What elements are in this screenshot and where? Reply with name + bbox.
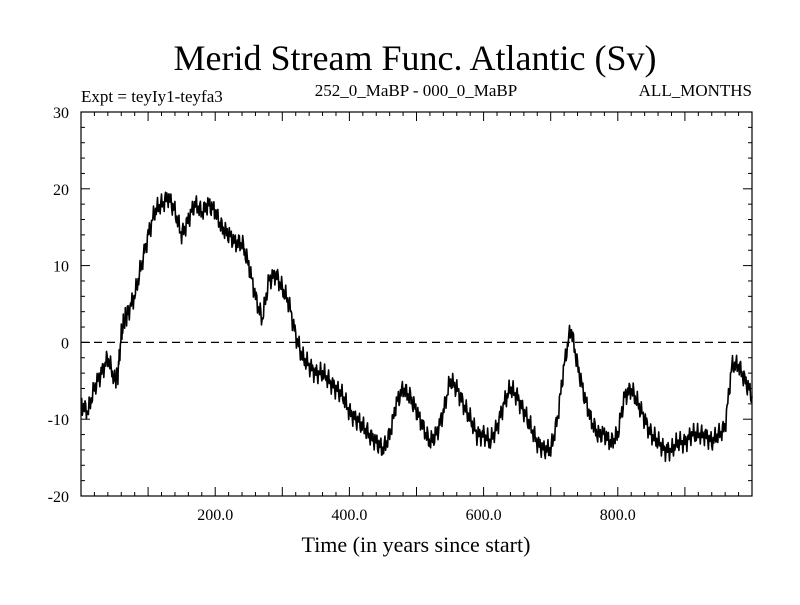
axis-ticks (81, 112, 752, 496)
chart-subtitle-right: ALL_MONTHS (639, 81, 752, 100)
chart-title: Merid Stream Func. Atlantic (Sv) (174, 38, 657, 78)
chart-subtitle-center: 252_0_MaBP - 000_0_MaBP (315, 81, 517, 100)
x-axis-label: Time (in years since start) (302, 532, 531, 557)
y-tick-label: 0 (61, 335, 69, 352)
x-tick-label: 400.0 (331, 507, 367, 524)
x-tick-label: 600.0 (466, 507, 502, 524)
axis-tick-labels: 200.0 400.0 600.0 800.0 -20 -10 0 10 20 30 (48, 105, 636, 524)
y-tick-label: 10 (53, 259, 69, 276)
y-tick-label: -10 (48, 412, 69, 429)
y-tick-label: -20 (48, 489, 69, 506)
plot-frame (80, 111, 753, 497)
y-tick-label: 20 (53, 182, 69, 199)
x-tick-label: 200.0 (197, 507, 233, 524)
series-line (80, 191, 753, 463)
y-tick-label: 30 (53, 105, 69, 122)
chart-subtitle-left: Expt = teyIy1-teyfa3 (81, 87, 223, 106)
x-tick-label: 800.0 (600, 507, 636, 524)
